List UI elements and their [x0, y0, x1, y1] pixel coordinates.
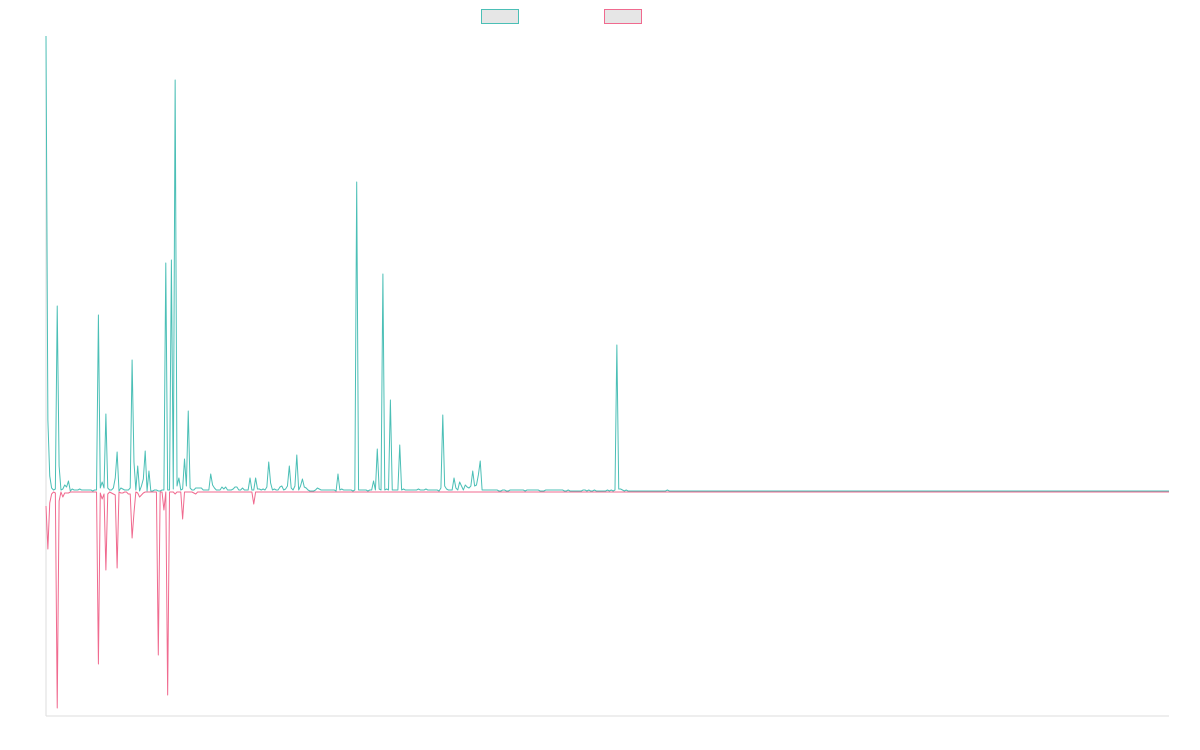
legend-swatch-positive: [481, 9, 519, 24]
series-line-positive[interactable]: [45, 35, 1169, 492]
series-layer: [45, 35, 1169, 709]
chart-legend: [0, 9, 1200, 27]
series-line-negative[interactable]: [45, 491, 1169, 709]
legend-item-positive-series[interactable]: [481, 9, 525, 24]
legend-swatch-negative: [604, 9, 642, 24]
legend-item-negative-series[interactable]: [604, 9, 648, 24]
